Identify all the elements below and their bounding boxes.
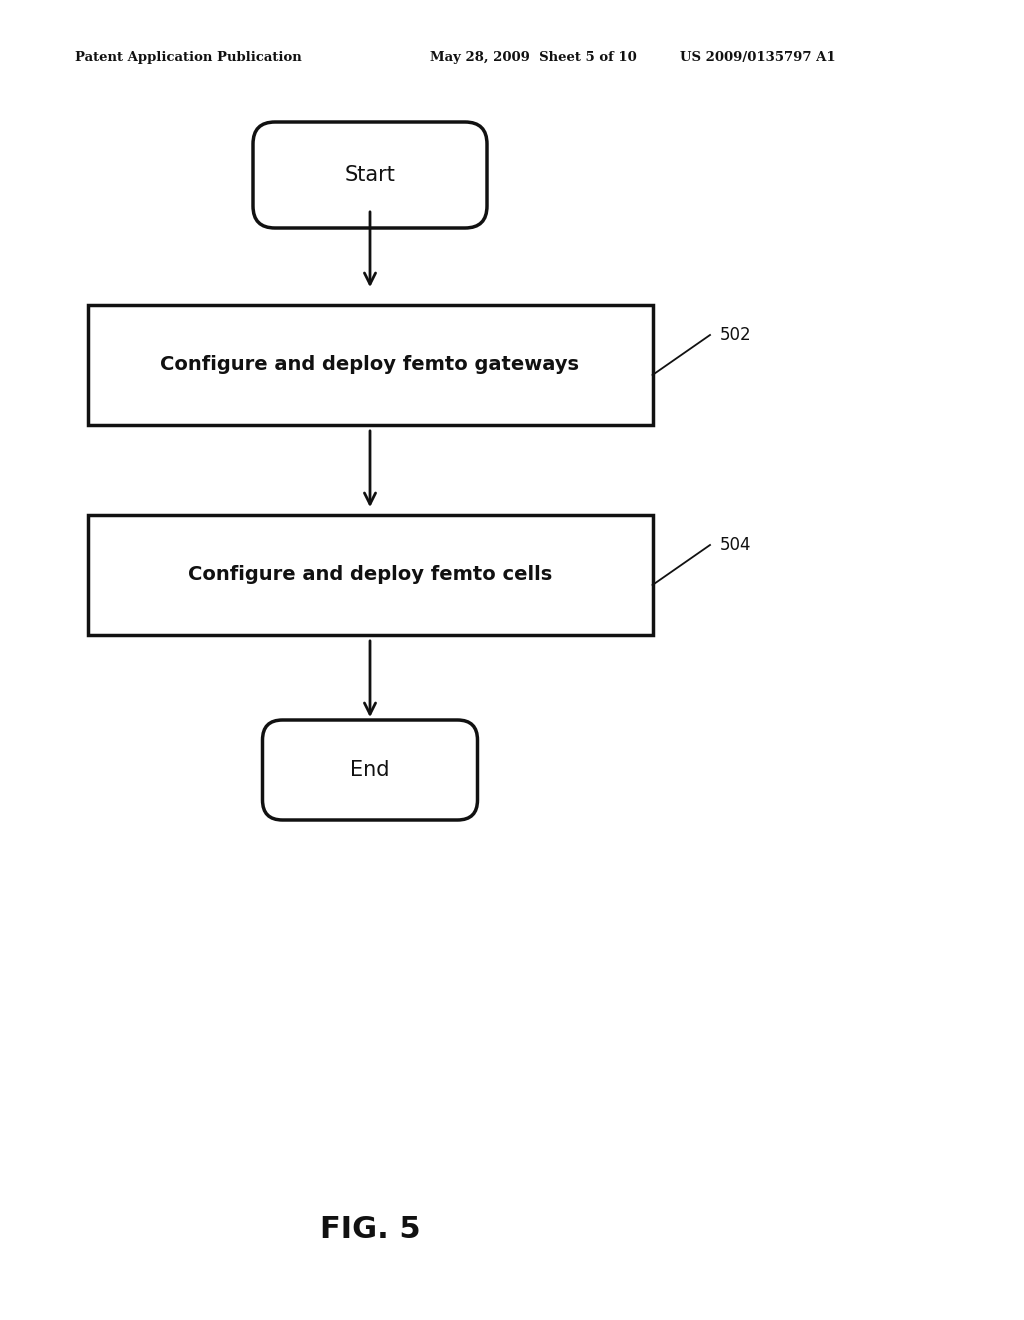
Text: 504: 504 xyxy=(720,536,752,554)
Text: US 2009/0135797 A1: US 2009/0135797 A1 xyxy=(680,51,836,65)
Text: End: End xyxy=(350,760,390,780)
Text: 502: 502 xyxy=(720,326,752,345)
FancyBboxPatch shape xyxy=(253,121,487,228)
Bar xyxy=(87,305,652,425)
Bar xyxy=(87,515,652,635)
FancyBboxPatch shape xyxy=(262,719,477,820)
Text: May 28, 2009  Sheet 5 of 10: May 28, 2009 Sheet 5 of 10 xyxy=(430,51,637,65)
Text: Configure and deploy femto cells: Configure and deploy femto cells xyxy=(187,565,552,585)
Text: FIG. 5: FIG. 5 xyxy=(319,1216,420,1245)
Text: Patent Application Publication: Patent Application Publication xyxy=(75,51,302,65)
Text: Start: Start xyxy=(344,165,395,185)
Text: Configure and deploy femto gateways: Configure and deploy femto gateways xyxy=(161,355,580,375)
